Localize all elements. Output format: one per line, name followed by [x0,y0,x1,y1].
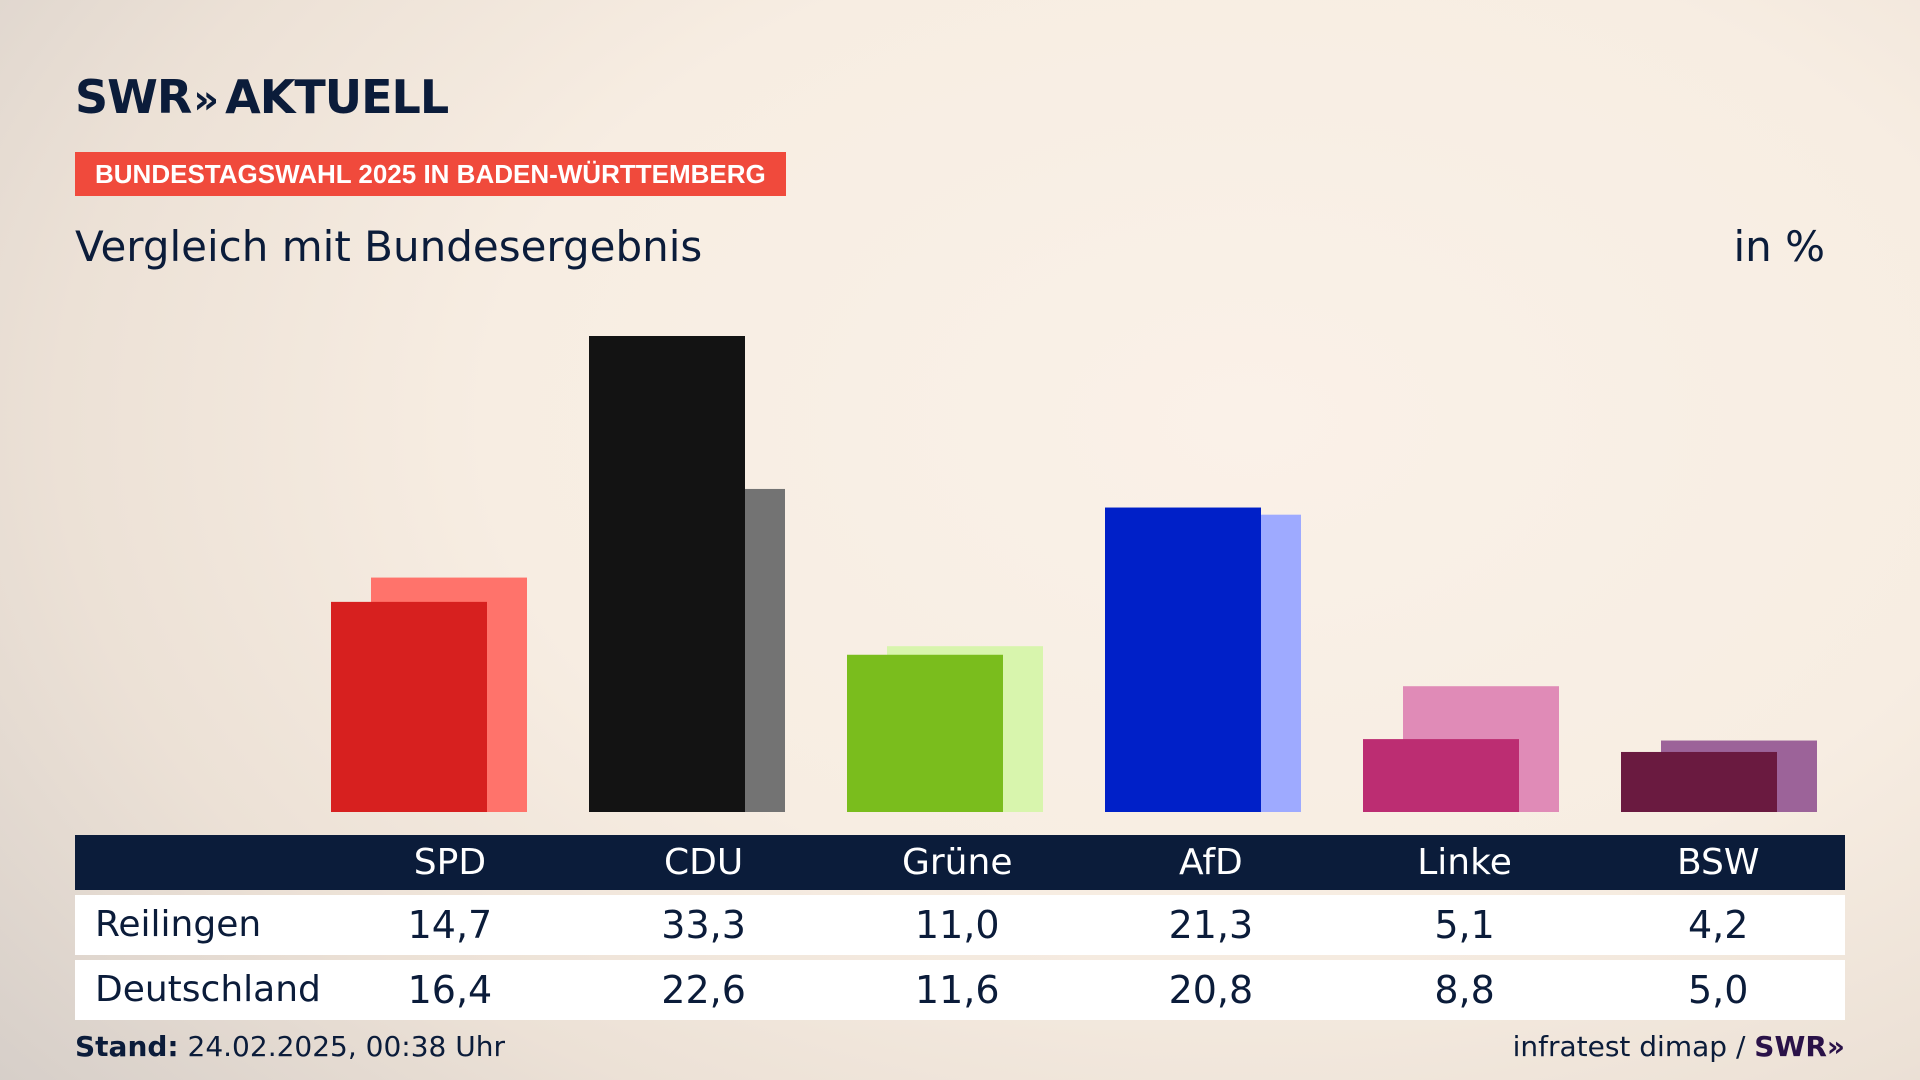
value-deutschland-cdu: 22,6 [661,968,746,1012]
value-deutschland-afd: 20,8 [1168,968,1254,1012]
value-reilingen-linke: 5,1 [1434,903,1495,947]
source-credit: infratest dimap / SWR» [1513,1030,1845,1063]
bar-chart [331,336,1817,812]
timestamp: Stand: 24.02.2025, 00:38 Uhr [75,1030,505,1063]
header-party-spd: SPD [413,842,487,883]
logo-swr: SWR [75,70,192,124]
row-label-deutschland: Deutschland [95,969,321,1010]
table-row-reilingen: Reilingen 14,7 33,3 11,0 21,3 5,1 4,2 [75,895,1845,955]
swr-small-logo: SWR» [1754,1030,1845,1063]
logo-aktuell: AKTUELL [225,70,449,124]
bar-reilingen-gruene [847,654,1003,812]
header-party-linke: Linke [1417,842,1512,883]
stand-value: 24.02.2025, 00:38 Uhr [187,1030,505,1063]
value-reilingen-bsw: 4,2 [1687,903,1749,947]
table-row-deutschland: Deutschland 16,4 22,6 11,6 20,8 8,8 5,0 [75,960,1845,1020]
results-table: SPD CDU Grüne AfD Linke BSW Reilingen 14… [75,835,1845,1020]
value-deutschland-gruene: 11,6 [914,968,1000,1012]
table-header: SPD CDU Grüne AfD Linke BSW [75,835,1845,890]
bar-reilingen-bsw [1621,751,1777,812]
value-deutschland-spd: 16,4 [407,968,493,1012]
value-deutschland-linke: 8,8 [1434,968,1495,1012]
chart-subtitle: Vergleich mit Bundesergebnis [75,222,703,271]
value-reilingen-gruene: 11,0 [914,903,1000,947]
bar-reilingen-cdu [589,336,745,812]
election-badge: BUNDESTAGSWAHL 2025 IN BADEN-WÜRTTEMBERG [75,152,786,196]
value-reilingen-afd: 21,3 [1168,903,1254,947]
unit-label: in % [1733,222,1825,271]
value-reilingen-spd: 14,7 [407,903,493,947]
bar-reilingen-linke [1363,739,1519,812]
value-reilingen-cdu: 33,3 [661,903,746,947]
header-party-cdu: CDU [663,842,744,883]
source-text: infratest dimap / [1512,1030,1746,1063]
header-empty-cell [75,835,323,890]
header-party-gruene: Grüne [901,842,1013,883]
header-party-bsw: BSW [1676,842,1760,883]
value-deutschland-bsw: 5,0 [1687,968,1749,1012]
header-party-afd: AfD [1179,842,1243,883]
stand-label: Stand: [75,1030,179,1063]
row-label-reilingen: Reilingen [95,904,262,945]
bar-reilingen-spd [331,601,487,812]
swr-aktuell-logo: SWR» AKTUELL [75,70,449,124]
bar-reilingen-afd [1105,507,1261,812]
